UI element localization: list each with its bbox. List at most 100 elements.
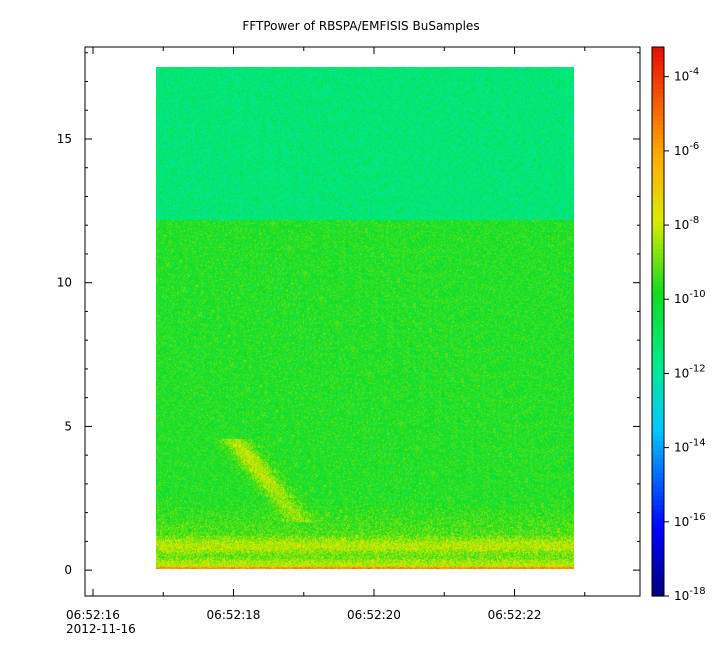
colorbar-segment: [652, 188, 664, 194]
colorbar-segment: [652, 335, 664, 341]
colorbar-segment: [652, 133, 664, 140]
colorbar-segment: [652, 513, 664, 519]
colorbar-segment: [652, 499, 664, 506]
colorbar-tick-label: 10-18: [674, 586, 706, 603]
colorbar-segment: [652, 74, 664, 80]
colorbar-segment: [652, 531, 664, 538]
plot-area: [156, 67, 574, 569]
colorbar-segment: [652, 454, 664, 460]
colorbar-segment: [652, 518, 664, 524]
colorbar-segment: [652, 97, 664, 103]
colorbar-segment: [652, 225, 664, 231]
colorbar-segment: [652, 101, 664, 108]
colorbar-segment: [652, 248, 664, 254]
colorbar-segment: [652, 362, 664, 368]
colorbar-segment: [652, 257, 664, 263]
colorbar-segment: [652, 554, 664, 560]
colorbar-segment: [652, 385, 664, 391]
colorbar-segment: [652, 321, 664, 327]
colorbar-segment: [652, 413, 664, 419]
colorbar-segment: [652, 284, 664, 291]
colorbar-segment: [652, 216, 664, 222]
y-tick-label: 5: [64, 419, 72, 433]
colorbar-segment: [652, 271, 664, 277]
colorbar-tick-label: 10-16: [674, 512, 706, 529]
colorbar-segment: [652, 197, 664, 204]
colorbar-segment: [652, 458, 664, 464]
colorbar-tick-label: 10-10: [674, 289, 706, 306]
colorbar-segment: [652, 509, 664, 515]
colorbar-segment: [652, 399, 664, 405]
colorbar-segment: [652, 207, 664, 213]
colorbar-segment: [652, 65, 664, 71]
colorbar-segment: [652, 262, 664, 268]
colorbar-segment: [652, 294, 664, 300]
colorbar-segment: [652, 303, 664, 309]
colorbar-segment: [652, 353, 664, 359]
colorbar-segment: [652, 211, 664, 217]
colorbar-segment: [652, 243, 664, 249]
plot-frame: [84, 46, 641, 597]
colorbar-segment: [652, 536, 664, 542]
colorbar-segment: [652, 316, 664, 323]
colorbar-segment: [652, 563, 664, 570]
colorbar-segment: [652, 152, 664, 158]
colorbar-segment: [652, 170, 664, 176]
colorbar-segment: [652, 51, 664, 57]
colorbar-segment: [652, 467, 664, 474]
colorbar-segment: [652, 481, 664, 487]
colorbar-segment: [652, 156, 664, 162]
colorbar-segment: [652, 573, 664, 579]
colorbar-tick-label: 10-14: [674, 438, 706, 455]
colorbar-segment: [652, 490, 664, 496]
colorbar-tick-label: 10-12: [674, 363, 706, 380]
colorbar-tick-label: 10-8: [674, 215, 699, 232]
colorbar-segment: [652, 120, 664, 126]
colorbar-segment: [652, 435, 664, 442]
colorbar-segment: [652, 339, 664, 345]
colorbar-segment: [652, 266, 664, 272]
colorbar-segment: [652, 88, 664, 94]
colorbar-segment: [652, 124, 664, 130]
colorbar-segment: [652, 445, 664, 451]
colorbar-segment: [652, 504, 664, 510]
colorbar-segment: [652, 143, 664, 149]
colorbar-segment: [652, 426, 664, 432]
colorbar-segment: [652, 184, 664, 190]
colorbar-segment: [652, 472, 664, 478]
colorbar-segment: [652, 559, 664, 565]
colorbar-segment: [652, 252, 664, 259]
colorbar-segment: [652, 550, 664, 556]
colorbar-segment: [652, 348, 664, 355]
colorbar-segment: [652, 289, 664, 295]
colorbar-segment: [652, 230, 664, 236]
colorbar-segment: [652, 394, 664, 400]
colorbar-segment: [652, 79, 664, 85]
colorbar-segment: [652, 60, 664, 66]
colorbar: 10-18 10-16 10-14 10-12 10-10 10-8 10-6 10-4: [651, 46, 706, 603]
colorbar-tick-label: 10-6: [674, 141, 699, 158]
spectrogram-image: [156, 67, 574, 569]
colorbar-segment: [652, 47, 664, 53]
colorbar-segment: [652, 358, 664, 364]
y-axis: 0 5 10 15: [57, 52, 640, 577]
colorbar-tick-label: 10-4: [674, 67, 699, 84]
y-tick-label: 15: [57, 132, 72, 146]
colorbar-segment: [652, 83, 664, 89]
colorbar-segment: [652, 234, 664, 240]
colorbar-segment: [652, 367, 664, 373]
colorbar-segment: [652, 541, 664, 547]
colorbar-segment: [652, 115, 664, 121]
colorbar-segment: [652, 403, 664, 410]
colorbar-segment: [652, 330, 664, 336]
colorbar-segment: [652, 577, 664, 583]
colorbar-segment: [652, 161, 664, 167]
colorbar-segment: [652, 239, 664, 245]
colorbar-segment: [652, 275, 664, 281]
colorbar-segment: [652, 298, 664, 304]
colorbar-segment: [652, 280, 664, 286]
colorbar-segment: [652, 193, 664, 199]
colorbar-segment: [652, 179, 664, 185]
colorbar-segment: [652, 582, 664, 588]
